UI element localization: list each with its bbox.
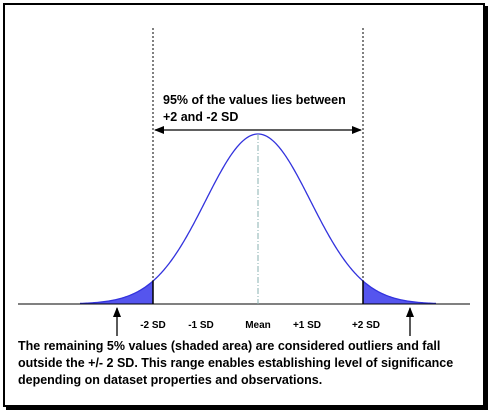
label-plus-1sd: +1 SD — [293, 320, 321, 331]
annotation-line-2: +2 and -2 SD — [163, 110, 238, 124]
label-minus-2sd: -2 SD — [140, 320, 166, 331]
right-tail-shaded-area — [363, 280, 436, 304]
left-tail-shaded-area — [80, 280, 153, 304]
label-mean: Mean — [245, 320, 271, 331]
caption-text: The remaining 5% values (shaded area) ar… — [18, 339, 454, 387]
annotation-line-1: 95% of the values lies between — [163, 93, 346, 107]
label-plus-2sd: +2 SD — [352, 320, 380, 331]
diagram-frame — [3, 3, 485, 407]
label-minus-1sd: -1 SD — [188, 320, 214, 331]
